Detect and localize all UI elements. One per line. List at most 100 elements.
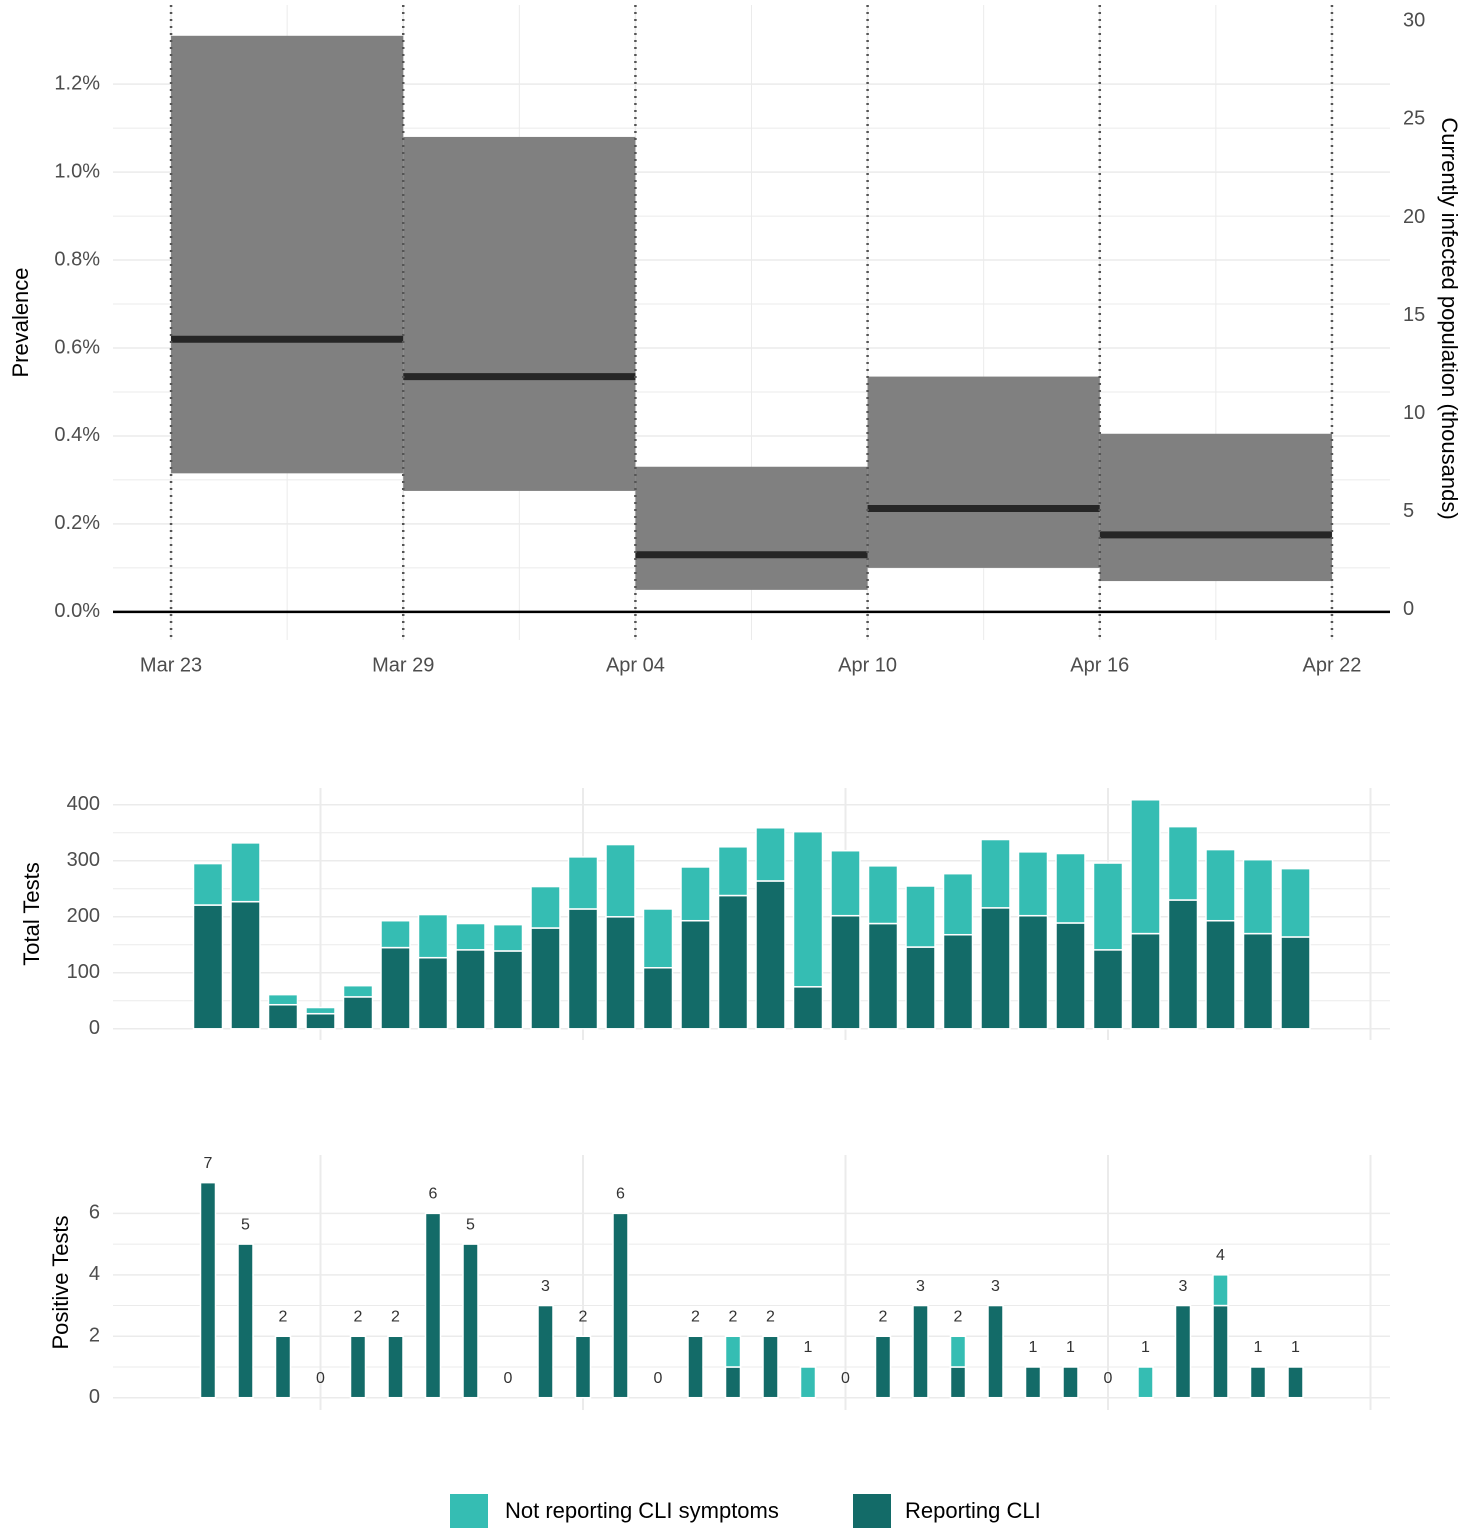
y-tick-label: 6	[89, 1202, 100, 1224]
bar-segment	[267, 993, 299, 1006]
data-label: 6	[429, 1186, 438, 1203]
bar-segment	[380, 946, 411, 1030]
bar-segment	[605, 916, 636, 1030]
data-label: 4	[1216, 1247, 1225, 1264]
data-label: 0	[504, 1370, 513, 1387]
bar-segment	[387, 1335, 404, 1399]
data-label: 0	[1104, 1370, 1113, 1387]
bar-segment	[492, 923, 524, 952]
bar-segment	[192, 904, 224, 1030]
y-tick-label: 0.4%	[54, 424, 100, 446]
y-axis-title: Total Tests	[19, 862, 44, 966]
bar-segment	[424, 1212, 442, 1399]
data-label: 2	[354, 1308, 363, 1325]
bar-segment	[1055, 922, 1086, 1030]
y2-tick-label: 30	[1403, 10, 1425, 32]
bar-segment	[492, 950, 524, 1030]
y-axis-title: Prevalence	[8, 267, 33, 377]
bar-segment	[1212, 1304, 1229, 1399]
data-label: 3	[991, 1278, 1000, 1295]
bar-segment	[1280, 936, 1311, 1030]
y-tick-label: 1.2%	[54, 72, 100, 94]
bar-segment	[1212, 1274, 1229, 1307]
y-tick-label: 100	[67, 961, 100, 983]
bar-segment	[462, 1243, 479, 1399]
data-label: 1	[804, 1339, 813, 1356]
x-tick-label: Apr 10	[838, 654, 897, 676]
data-label: 5	[466, 1216, 475, 1233]
bar-segment	[642, 908, 674, 969]
data-label: 2	[729, 1308, 738, 1325]
data-label: 1	[1141, 1339, 1150, 1356]
bar-segment	[874, 1335, 892, 1399]
bar-segment	[567, 908, 599, 1030]
bar-segment	[687, 1335, 704, 1399]
bar-segment	[867, 922, 899, 1030]
bar-segment	[830, 849, 861, 917]
bar-segment	[1130, 799, 1161, 935]
bar-segment	[717, 894, 749, 1030]
data-label: 6	[616, 1186, 625, 1203]
bar-segment	[792, 830, 824, 988]
bar-segment	[1205, 848, 1236, 922]
bar-segment	[680, 919, 711, 1030]
bar-segment	[612, 1212, 629, 1399]
bar-segment	[1205, 919, 1236, 1030]
data-label: 1	[1291, 1339, 1300, 1356]
bar-segment	[1092, 862, 1124, 951]
y-tick-label: 0.8%	[54, 248, 100, 270]
bar-segment	[1280, 867, 1311, 938]
bar-segment	[342, 996, 374, 1030]
bar-segment	[987, 1304, 1004, 1399]
data-label: 0	[654, 1370, 663, 1387]
data-label: 2	[954, 1308, 963, 1325]
y-tick-label: 4	[89, 1263, 100, 1285]
bar-segment	[642, 967, 674, 1030]
y-tick-label: 0	[89, 1017, 100, 1039]
y-tick-label: 300	[67, 849, 100, 871]
y-tick-label: 2	[89, 1325, 100, 1347]
bar-segment	[567, 856, 599, 910]
y2-tick-label: 15	[1403, 304, 1425, 326]
ribbon	[1099, 433, 1332, 582]
bar-segment	[755, 827, 786, 882]
y-tick-label: 0.2%	[54, 512, 100, 534]
y-tick-label: 400	[67, 793, 100, 815]
data-label: 0	[316, 1370, 325, 1387]
data-label: 1	[1029, 1339, 1038, 1356]
data-label: 3	[916, 1278, 925, 1295]
bar-segment	[1092, 949, 1124, 1030]
bar-segment	[349, 1335, 367, 1399]
data-label: 0	[841, 1370, 850, 1387]
bar-segment	[537, 1304, 554, 1399]
x-tick-label: Apr 22	[1302, 654, 1361, 676]
bar-segment	[1137, 1366, 1154, 1399]
bar-segment	[417, 913, 449, 959]
bar-segment	[942, 933, 974, 1030]
bar-segment	[1242, 858, 1274, 935]
y-tick-label: 0.0%	[54, 600, 100, 622]
data-label: 2	[279, 1308, 288, 1325]
bar-segment	[867, 865, 899, 925]
bar-segment	[1249, 1366, 1267, 1399]
data-label: 3	[541, 1278, 550, 1295]
bar-segment	[724, 1366, 742, 1399]
bar-segment	[305, 1012, 336, 1030]
bar-segment	[905, 946, 936, 1030]
bar-segment	[417, 956, 449, 1030]
y-tick-label: 0	[89, 1386, 100, 1408]
bar-segment	[530, 885, 561, 929]
bar-segment	[1167, 899, 1199, 1030]
legend-label: Reporting CLI	[905, 1498, 1041, 1523]
bar-segment	[455, 949, 486, 1030]
bar-segment	[1017, 914, 1049, 1030]
y2-axis-title: Currently infected population (thousands…	[1437, 117, 1462, 519]
bar-segment	[1017, 851, 1049, 917]
data-label: 2	[879, 1308, 888, 1325]
bar-segment	[980, 907, 1011, 1030]
bar-segment	[1130, 932, 1161, 1030]
y-tick-label: 1.0%	[54, 160, 100, 182]
bar-segment	[724, 1335, 742, 1368]
bar-segment	[755, 880, 786, 1030]
data-label: 2	[391, 1308, 400, 1325]
